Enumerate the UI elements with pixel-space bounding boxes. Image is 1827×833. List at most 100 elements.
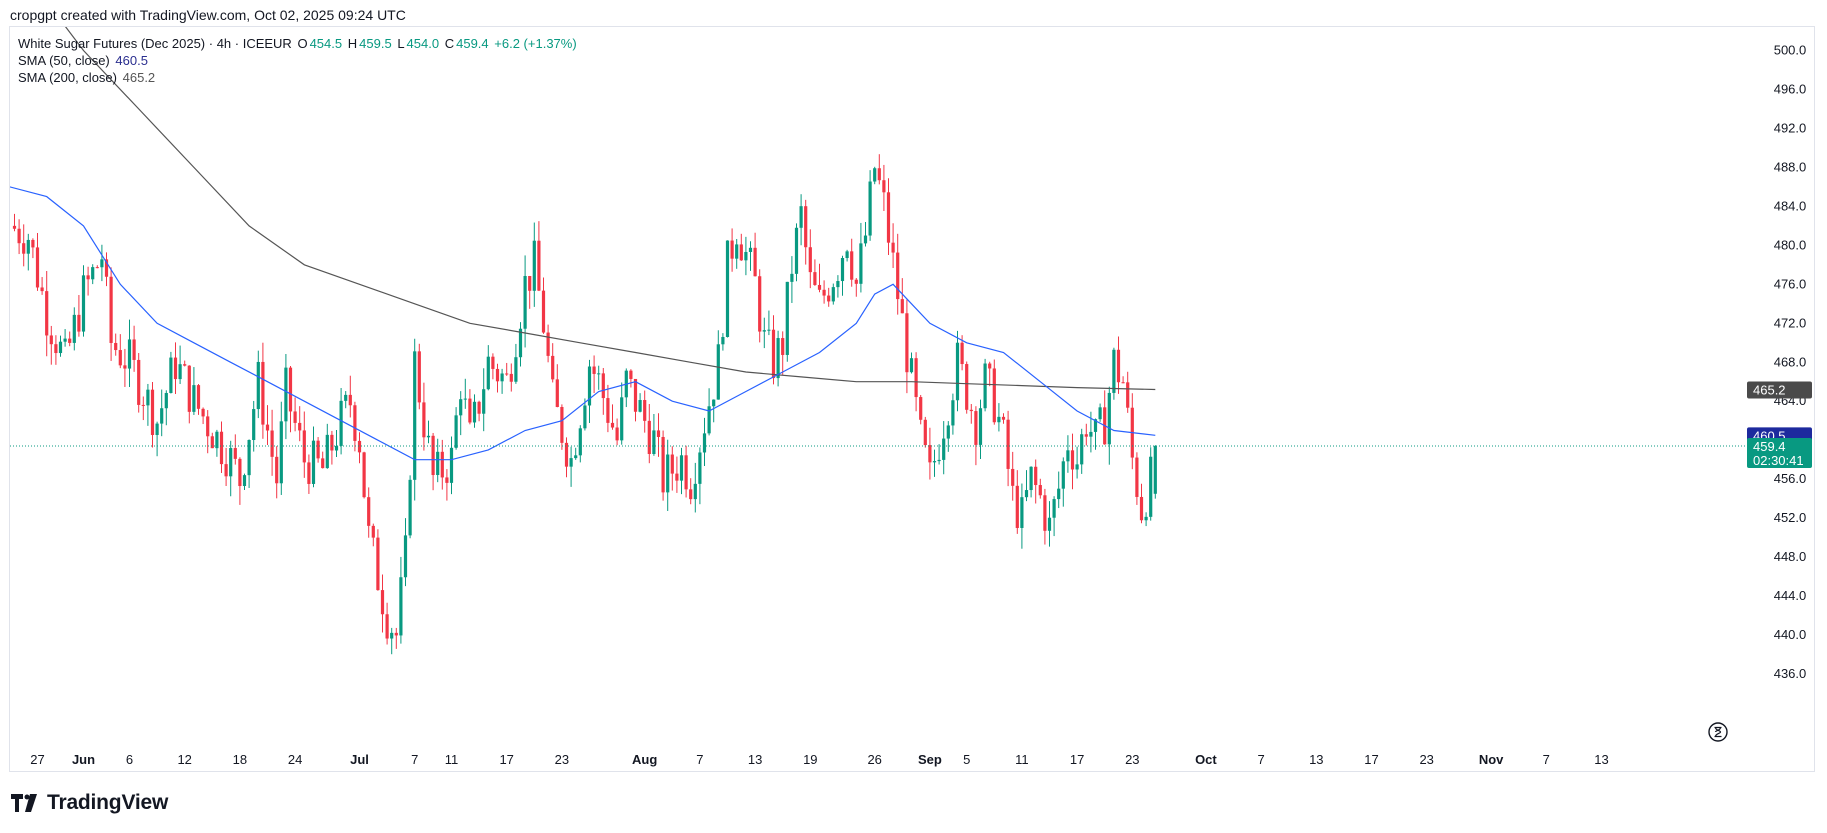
candle-body: [882, 180, 886, 193]
candle-body: [541, 290, 546, 333]
candle-body: [969, 409, 973, 412]
candle-body: [1061, 461, 1065, 489]
candle-body: [523, 276, 527, 329]
candle-body: [367, 497, 371, 526]
x-tick-label: 11: [445, 752, 459, 767]
candle-body: [988, 363, 992, 369]
legend-sma200-row[interactable]: SMA (200, close) 465.2: [18, 69, 579, 86]
y-tick-label: 488.0: [1774, 159, 1807, 174]
legend-sma50-label: SMA (50, close): [18, 53, 110, 68]
candle-body: [914, 358, 918, 398]
candle-body: [886, 192, 891, 243]
y-tick-label: 472.0: [1774, 315, 1807, 330]
candle-body: [1057, 488, 1061, 500]
candle-body: [284, 367, 288, 422]
candle-body: [942, 438, 946, 460]
candle-body: [661, 436, 665, 493]
x-tick-label: Aug: [632, 752, 657, 767]
sma200-badge-text: 465.2: [1753, 383, 1786, 398]
candle-body: [928, 445, 932, 463]
x-tick-label: 23: [555, 752, 569, 767]
candle-body: [560, 406, 564, 443]
x-tick-label: Nov: [1479, 752, 1504, 767]
x-tick-label: 17: [1070, 752, 1084, 767]
candle-body: [376, 537, 380, 591]
candle-body: [574, 455, 578, 459]
candle-body: [270, 430, 274, 457]
candle-body: [983, 363, 987, 409]
candle-body: [219, 431, 224, 465]
x-tick-label: 7: [1543, 752, 1550, 767]
candle-body: [146, 389, 150, 406]
candle-body: [555, 379, 559, 407]
candle-body: [813, 272, 817, 285]
x-tick-label: Jun: [72, 752, 95, 767]
candle-body: [275, 456, 279, 484]
legend-symbol[interactable]: White Sugar Futures (Dec 2025) · 4h · IC…: [18, 36, 292, 51]
candle-body: [827, 295, 831, 302]
candle-body: [72, 314, 76, 343]
candle-body: [206, 416, 210, 437]
candle-body: [633, 378, 638, 412]
candle-body: [1080, 434, 1084, 465]
candle-body: [58, 341, 63, 354]
clock-icon[interactable]: [1708, 722, 1728, 742]
candle-body: [127, 339, 132, 369]
candle-body: [279, 421, 283, 484]
candle-body: [896, 252, 900, 300]
candle-body: [1121, 382, 1125, 384]
candle-body: [63, 338, 67, 342]
candle-body: [224, 464, 228, 477]
candle-body: [758, 276, 762, 332]
candle-body: [399, 577, 403, 636]
candle-body: [408, 479, 412, 536]
legend-sma50-value: 460.5: [115, 53, 148, 68]
candle-body: [597, 373, 601, 375]
y-tick-label: 492.0: [1774, 120, 1807, 135]
candle-body: [1066, 450, 1070, 462]
y-tick-label: 500.0: [1774, 42, 1807, 57]
candle-body: [1112, 349, 1116, 393]
x-tick-label: Oct: [1195, 752, 1217, 767]
candle-body: [762, 330, 766, 332]
candle-body: [482, 389, 486, 414]
candle-body: [955, 342, 960, 401]
candle-body: [261, 361, 265, 425]
candle-body: [1052, 499, 1056, 518]
chart-frame: [9, 26, 1815, 772]
candle-body: [1126, 382, 1130, 408]
y-tick-label: 468.0: [1774, 354, 1807, 369]
candle-body: [463, 398, 467, 400]
legend-sma50-row[interactable]: SMA (50, close) 460.5: [18, 52, 579, 69]
candle-body: [321, 458, 325, 469]
tradingview-logo[interactable]: TradingView: [11, 791, 168, 815]
candle-body: [348, 394, 352, 406]
candle-body: [210, 436, 214, 449]
candle-body: [629, 370, 633, 379]
candle-body: [150, 389, 155, 435]
candle-body: [316, 440, 320, 459]
plot-area: [10, 27, 1157, 655]
candle-body: [863, 235, 868, 244]
candle-body: [679, 455, 684, 481]
candle-body: [923, 419, 927, 446]
candle-body: [141, 404, 145, 406]
y-tick-label: 476.0: [1774, 276, 1807, 291]
candle-body: [31, 239, 35, 248]
candle-body: [362, 452, 366, 498]
legend-open-value: 454.5: [309, 36, 343, 51]
candle-body: [1116, 349, 1121, 383]
candle-body: [1139, 496, 1144, 521]
candle-body: [739, 244, 743, 261]
x-tick-label: 13: [748, 752, 762, 767]
candle-body: [652, 430, 656, 454]
candle-body: [1135, 457, 1139, 497]
x-tick-label: 18: [233, 752, 247, 767]
candle-body: [491, 356, 495, 369]
candle-body: [909, 358, 914, 373]
candle-body: [196, 385, 201, 409]
candle-body: [638, 400, 642, 412]
x-tick-label: 13: [1309, 752, 1323, 767]
candle-body: [564, 442, 569, 467]
